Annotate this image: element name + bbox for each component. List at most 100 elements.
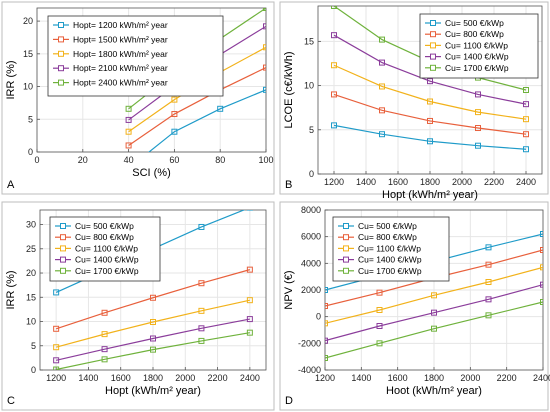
data-point (523, 146, 529, 153)
y-tick-label: 15 (23, 49, 33, 59)
data-point (150, 319, 156, 325)
legend-swatch-marker (58, 65, 64, 72)
x-tick-label: 1800 (424, 373, 444, 383)
y-tick-label: -2000 (298, 338, 321, 348)
x-tick-label: 100 (258, 155, 273, 165)
y-tick-label: 5 (28, 114, 33, 124)
data-point (263, 64, 266, 71)
series-line (56, 332, 250, 370)
panel-letter: B (285, 179, 292, 191)
data-point (198, 223, 205, 230)
legend-entry: Cu= 1700 €/kWp (445, 63, 509, 73)
y-tick-label: 0 (309, 169, 314, 179)
panel-letter: C (7, 395, 15, 407)
data-point (246, 297, 253, 304)
legend-swatch-marker (60, 267, 66, 274)
y-tick-label: 20 (23, 16, 33, 26)
x-tick-label: 2400 (516, 177, 536, 187)
data-point (331, 6, 337, 9)
x-tick-label: 1600 (388, 177, 408, 187)
legend-swatch-marker (58, 22, 64, 28)
legend-entry: Cu= 1400 €/kWp (358, 255, 422, 265)
x-tick-label: 40 (124, 155, 134, 165)
data-point (325, 287, 328, 293)
legend-swatch-marker (60, 256, 66, 263)
x-tick-label: 1200 (324, 177, 344, 187)
legend-entry: Cu= 800 €/kWp (75, 232, 134, 242)
x-tick-label: 2400 (533, 373, 550, 383)
panel-c: 1200 1400 1600 1800 2000 2200 2400 0 5 10 15 20 25 30… (1, 201, 275, 411)
data-point (475, 142, 481, 149)
data-point (263, 23, 266, 30)
panel-b: 1200 1400 1600 1800 2000 2200 2400 0 5 10 15 Hopt (… (279, 1, 549, 201)
data-point (376, 307, 383, 313)
data-point (198, 307, 205, 314)
legend-swatch-marker (343, 245, 349, 252)
panel-letter: A (7, 179, 15, 191)
series-line (333, 34, 527, 105)
data-point (101, 346, 108, 353)
y-tick-label: 0 (28, 147, 33, 157)
x-tick-label: 80 (215, 155, 225, 165)
y-tick-label: 0 (31, 365, 36, 375)
x-tick-label: 1200 (315, 373, 335, 383)
x-tick-label: 1400 (356, 177, 376, 187)
data-point (331, 32, 337, 39)
data-point (263, 86, 266, 93)
y-tick-label: 10 (23, 82, 33, 92)
y-tick-label: 20 (26, 268, 36, 278)
data-point (53, 325, 60, 332)
series-line (333, 64, 527, 120)
data-point (125, 128, 132, 135)
data-point (475, 125, 481, 132)
x-axis-title: Hoot (kWh/m² year) (386, 385, 482, 397)
data-point (53, 344, 60, 351)
legend-entry: Cu= 1100 €/kWp (75, 243, 138, 253)
legend-swatch-marker (430, 42, 436, 49)
legend-entry: Cu= 500 €/kWp (75, 221, 134, 231)
data-point (379, 59, 385, 66)
legend-entry: Hopt= 1200 kWh/m² year (73, 20, 168, 30)
x-tick-label: 2200 (208, 373, 228, 383)
data-point (379, 107, 385, 114)
data-point (125, 142, 132, 149)
data-point (198, 325, 205, 332)
data-point (485, 279, 492, 285)
series-line (333, 93, 527, 135)
legend-entry: Cu= 1100 €/kWp (445, 40, 508, 50)
data-point (246, 210, 253, 211)
data-point (379, 131, 385, 138)
data-point (171, 96, 178, 103)
legend-entry: Cu= 1400 €/kWp (75, 255, 139, 265)
data-point (379, 83, 385, 90)
legend-swatch-marker (58, 36, 64, 43)
y-tick-label: 0 (316, 312, 321, 322)
panel-a: 0 20 40 60 80 100 0 5 10 15 20 SCI (%) IRR (%) A Hopt=… (1, 1, 275, 195)
data-point (540, 281, 543, 288)
y-axis-title: IRR (%) (5, 270, 17, 309)
data-point (217, 105, 224, 112)
data-point (171, 128, 178, 135)
data-point (125, 116, 132, 123)
data-point (540, 264, 543, 271)
x-tick-label: 2200 (484, 177, 504, 187)
x-tick-label: 1800 (420, 177, 440, 187)
data-point (427, 117, 433, 124)
data-point (325, 337, 328, 344)
legend-swatch-marker (58, 50, 64, 57)
y-tick-label: 5 (31, 341, 36, 351)
data-point (523, 87, 529, 93)
series-line (333, 124, 527, 150)
data-point (540, 299, 543, 305)
data-point (485, 244, 492, 251)
x-tick-label: 1600 (388, 373, 408, 383)
series-line (325, 301, 543, 359)
series-line (56, 318, 250, 361)
x-axis-title: Hopt (kWh/m² year) (105, 385, 201, 397)
data-point (331, 62, 337, 69)
x-tick-label: 1600 (111, 373, 131, 383)
data-point (431, 309, 437, 316)
legend-entry: Hopt= 2400 kWh/m² year (73, 78, 168, 88)
data-point (53, 289, 60, 296)
legend-swatch-marker (430, 31, 436, 38)
